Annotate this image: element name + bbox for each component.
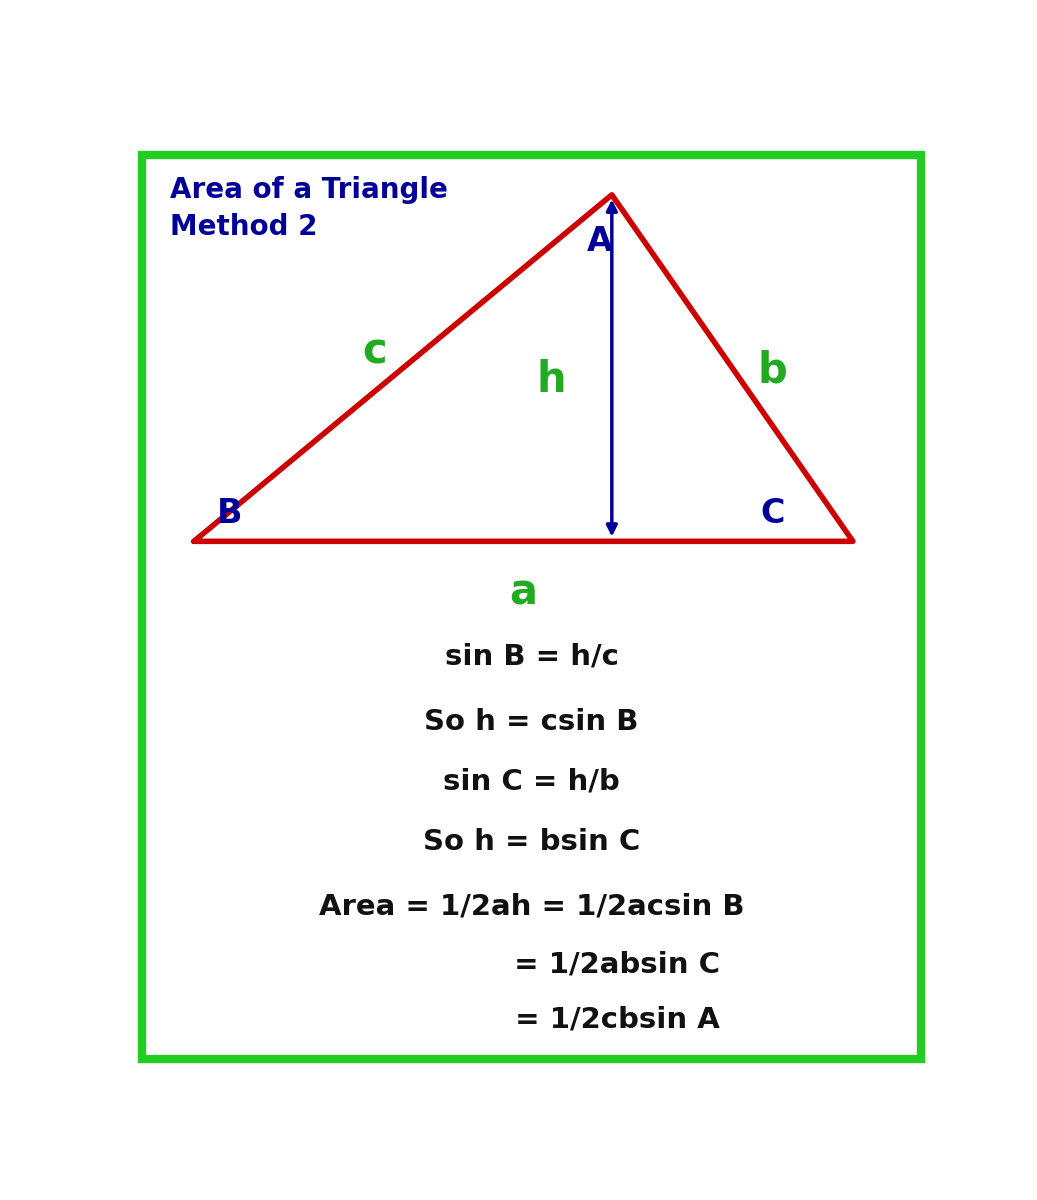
- Text: = 1/2cbsin A: = 1/2cbsin A: [343, 1006, 720, 1034]
- Text: c: c: [363, 331, 387, 373]
- Text: A: A: [587, 224, 613, 258]
- Text: sin C = h/b: sin C = h/b: [443, 768, 620, 796]
- Text: sin B = h/c: sin B = h/c: [445, 643, 618, 671]
- Text: Area = 1/2ah = 1/2acsin B: Area = 1/2ah = 1/2acsin B: [318, 893, 745, 920]
- Text: C: C: [760, 497, 785, 530]
- Text: h: h: [537, 359, 566, 401]
- Text: So h = csin B: So h = csin B: [424, 708, 639, 736]
- Text: B: B: [218, 497, 243, 530]
- Text: Area of a Triangle
Method 2: Area of a Triangle Method 2: [170, 176, 448, 241]
- Text: = 1/2absin C: = 1/2absin C: [342, 950, 721, 978]
- Text: So h = bsin C: So h = bsin C: [423, 828, 640, 856]
- Text: a: a: [509, 571, 537, 613]
- Text: b: b: [758, 349, 787, 391]
